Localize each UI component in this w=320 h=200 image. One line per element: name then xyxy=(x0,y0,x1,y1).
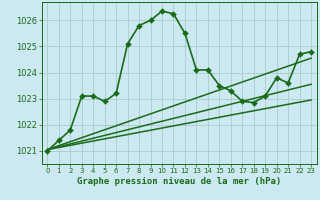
X-axis label: Graphe pression niveau de la mer (hPa): Graphe pression niveau de la mer (hPa) xyxy=(77,177,281,186)
